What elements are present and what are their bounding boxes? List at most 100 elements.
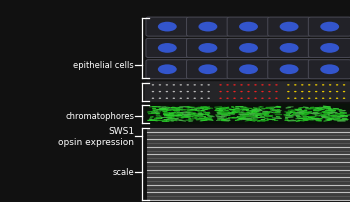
Circle shape [152,85,154,86]
Circle shape [336,85,338,86]
Circle shape [201,85,203,86]
FancyBboxPatch shape [227,39,270,58]
Circle shape [240,85,243,86]
Circle shape [315,98,317,99]
FancyBboxPatch shape [146,39,350,58]
Circle shape [343,91,345,93]
Ellipse shape [158,44,177,54]
Circle shape [159,98,161,99]
Circle shape [173,98,175,99]
FancyBboxPatch shape [308,39,350,58]
FancyBboxPatch shape [212,82,285,102]
Circle shape [180,85,182,86]
FancyBboxPatch shape [212,104,285,125]
Circle shape [322,85,324,86]
Ellipse shape [280,65,299,75]
Circle shape [233,91,236,93]
Circle shape [159,85,161,86]
FancyBboxPatch shape [146,60,189,79]
Circle shape [233,98,236,99]
Circle shape [159,91,161,93]
Ellipse shape [239,65,258,75]
Circle shape [343,85,345,86]
FancyBboxPatch shape [268,60,310,79]
Circle shape [336,91,338,93]
Circle shape [275,98,278,99]
Circle shape [287,85,289,86]
Circle shape [173,91,175,93]
Circle shape [254,85,257,86]
Circle shape [152,98,154,99]
Circle shape [201,91,203,93]
Circle shape [275,85,278,86]
Circle shape [336,98,338,99]
Circle shape [173,85,175,86]
Circle shape [254,98,257,99]
Circle shape [294,85,296,86]
Circle shape [180,98,182,99]
Ellipse shape [320,65,339,75]
Circle shape [180,91,182,93]
Circle shape [275,91,278,93]
Circle shape [287,98,289,99]
Ellipse shape [158,23,177,32]
Circle shape [208,85,210,86]
Circle shape [301,85,303,86]
Circle shape [287,91,289,93]
Text: epithelial cells: epithelial cells [73,61,134,70]
Circle shape [315,85,317,86]
Circle shape [329,91,331,93]
FancyBboxPatch shape [187,39,229,58]
Circle shape [294,98,296,99]
Circle shape [261,91,264,93]
Circle shape [219,91,222,93]
FancyBboxPatch shape [227,18,270,37]
Text: SWS1
opsin expression: SWS1 opsin expression [58,127,134,146]
FancyBboxPatch shape [146,60,350,79]
FancyBboxPatch shape [146,18,350,37]
Circle shape [308,85,310,86]
FancyBboxPatch shape [308,18,350,37]
FancyBboxPatch shape [268,18,310,37]
Circle shape [261,98,264,99]
Text: chromatophores: chromatophores [65,112,134,121]
Circle shape [294,91,296,93]
Circle shape [208,91,210,93]
Circle shape [240,98,243,99]
Circle shape [315,91,317,93]
Ellipse shape [158,65,177,75]
Ellipse shape [280,44,299,54]
Circle shape [166,91,168,93]
Circle shape [194,91,196,93]
Ellipse shape [239,23,258,32]
Circle shape [301,98,303,99]
FancyBboxPatch shape [280,104,350,125]
Circle shape [201,98,203,99]
Circle shape [308,91,310,93]
Circle shape [187,85,189,86]
FancyBboxPatch shape [187,18,229,37]
FancyBboxPatch shape [145,104,217,125]
Circle shape [329,98,331,99]
Circle shape [219,98,222,99]
Circle shape [322,91,324,93]
Ellipse shape [320,23,339,32]
Circle shape [343,98,345,99]
Circle shape [219,85,222,86]
Circle shape [226,98,229,99]
Circle shape [194,85,196,86]
FancyBboxPatch shape [187,60,229,79]
FancyBboxPatch shape [146,39,189,58]
Circle shape [268,91,271,93]
Circle shape [187,98,189,99]
Ellipse shape [198,65,217,75]
FancyBboxPatch shape [227,60,270,79]
Circle shape [247,85,250,86]
Circle shape [166,98,168,99]
Ellipse shape [239,44,258,54]
Circle shape [254,91,257,93]
Circle shape [208,98,210,99]
FancyBboxPatch shape [145,82,217,102]
Circle shape [226,91,229,93]
FancyBboxPatch shape [308,60,350,79]
